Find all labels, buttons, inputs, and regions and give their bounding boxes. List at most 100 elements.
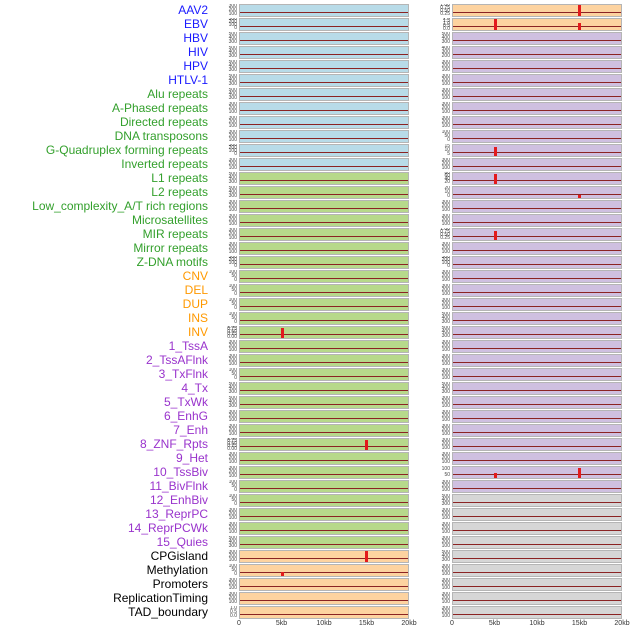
y-axis-ticks: 300 200 100 xyxy=(425,200,452,213)
mean-signal-line xyxy=(240,179,408,181)
column-gap xyxy=(409,18,425,31)
signal-strip xyxy=(239,549,409,563)
y-axis-ticks: 2.0 1.5 1.0 0.5 0.0 xyxy=(425,18,452,31)
y-axis-ticks: 500 400 300 xyxy=(212,396,239,409)
column-gap xyxy=(409,284,425,297)
row-label: DEL xyxy=(184,283,208,297)
row-label: TAD_boundary xyxy=(128,605,208,619)
y-tick-label: 200 xyxy=(441,524,450,531)
track-row: INV 1.00 0.75 0.50 0.25 0.00 500 400 300 xyxy=(0,325,630,339)
column-gap xyxy=(409,228,425,241)
mean-signal-line xyxy=(240,585,408,587)
y-axis-ticks: 300 200 100 0 xyxy=(425,256,452,269)
track-row: 9_Het 300 200 100 300 200 100 xyxy=(0,451,630,465)
y-axis-ticks: 300 200 100 xyxy=(212,508,239,521)
y-tick-label: 100 xyxy=(228,563,237,569)
signal-strip xyxy=(452,381,622,395)
track-row: Methylation 100 50 0 300 200 100 xyxy=(0,563,630,577)
y-tick-label: 200 xyxy=(441,76,450,83)
track-row: DEL 100 50 0 300 200 100 xyxy=(0,283,630,297)
y-tick-label: 400 xyxy=(228,384,237,391)
x-axis-left: 0 5kb 10kb 15kb 20kb xyxy=(237,618,417,630)
y-axis-ticks: 500 400 300 xyxy=(212,46,239,59)
row-label: Mirror repeats xyxy=(133,241,208,255)
track-row: 6_EnhG 300 200 100 300 200 100 xyxy=(0,409,630,423)
y-axis-ticks: 500 400 300 xyxy=(425,494,452,507)
y-axis-ticks: 300 200 100 xyxy=(212,116,239,129)
y-tick-label: 300 xyxy=(441,535,450,541)
mean-signal-line xyxy=(240,529,408,531)
y-tick-label: 500 xyxy=(228,535,237,541)
y-tick-label: 50 xyxy=(444,472,450,478)
signal-strip xyxy=(452,465,622,479)
signal-strip xyxy=(239,59,409,73)
y-tick-label: 300 xyxy=(228,157,237,163)
x-tick-label: 5kb xyxy=(275,620,288,627)
signal-strip xyxy=(452,591,622,605)
y-axis-ticks: 300 200 100 xyxy=(212,466,239,479)
y-tick-label: 200 xyxy=(441,510,450,517)
rows-container: AAV2 300 200 100 1.00 0.75 0.50 0.25 EBV 300 200 10… xyxy=(0,3,630,619)
x-tick-label: 0 xyxy=(450,620,454,627)
signal-strip xyxy=(239,591,409,605)
row-label: DUP xyxy=(182,297,208,311)
column-gap xyxy=(409,564,425,577)
y-tick-label: 1.0 xyxy=(443,20,450,27)
column-gap xyxy=(409,438,425,451)
y-tick-label: 300 xyxy=(441,577,450,583)
y-tick-label: 300 xyxy=(441,605,450,611)
y-tick-label: 0 xyxy=(234,319,237,325)
y-tick-label: 200 xyxy=(441,244,450,251)
y-tick-label: 0.50 xyxy=(440,232,450,238)
y-axis-ticks: 1.0 0.5 0.0 xyxy=(212,606,239,619)
y-tick-label: 1.5 xyxy=(443,18,450,25)
column-gap xyxy=(409,494,425,507)
signal-strip xyxy=(452,143,622,157)
y-axis-ticks: 100 50 0 xyxy=(212,270,239,283)
mean-signal-line xyxy=(453,515,621,517)
mean-signal-line xyxy=(240,473,408,475)
signal-strip xyxy=(239,185,409,199)
signal-strip xyxy=(239,157,409,171)
y-axis-ticks: 300 200 100 xyxy=(425,536,452,549)
y-tick-label: 50 xyxy=(231,482,237,489)
y-tick-label: 100 xyxy=(228,431,237,437)
y-tick-label: 200 xyxy=(228,594,237,601)
signal-strip xyxy=(239,87,409,101)
signal-strip xyxy=(239,577,409,591)
signal-strip xyxy=(452,87,622,101)
y-tick-label: 300 xyxy=(228,339,237,345)
row-label: A-Phased repeats xyxy=(111,101,208,115)
y-tick-label: 300 xyxy=(441,283,450,289)
row-label: HTLV-1 xyxy=(168,73,208,87)
row-label: Promoters xyxy=(152,577,208,591)
mean-signal-line xyxy=(453,445,621,447)
mean-signal-line xyxy=(453,11,621,13)
signal-strip xyxy=(239,563,409,577)
y-axis-ticks: 300 200 100 xyxy=(212,242,239,255)
mean-signal-line xyxy=(240,11,408,13)
track-row: HTLV-1 500 400 300 300 200 100 xyxy=(0,73,630,87)
track-row: 2_TssAFlnk 300 200 100 300 200 100 xyxy=(0,353,630,367)
track-row: 8_ZNF_Rpts 1.00 0.75 0.50 0.25 0.00 300 200 100 xyxy=(0,437,630,451)
y-tick-label: 300 xyxy=(441,269,450,275)
column-gap xyxy=(409,424,425,437)
y-tick-label: 100 xyxy=(441,67,450,73)
y-tick-label: 100 xyxy=(441,515,450,521)
y-tick-label: 100 xyxy=(441,543,450,549)
column-gap xyxy=(409,354,425,367)
y-tick-label: 200 xyxy=(441,594,450,601)
y-tick-label: 50 xyxy=(231,272,237,279)
row-label: 1_TssA xyxy=(168,339,208,353)
mean-signal-line xyxy=(240,123,408,125)
y-tick-label: 400 xyxy=(228,34,237,41)
column-gap xyxy=(409,74,425,87)
y-tick-label: 200 xyxy=(441,216,450,223)
y-axis-ticks: 100 50 0 xyxy=(212,368,239,381)
y-tick-label: 0 xyxy=(234,571,237,577)
row-label: CPGisland xyxy=(150,549,208,563)
y-tick-label: 0 xyxy=(234,487,237,493)
y-tick-label: 100 xyxy=(228,557,237,563)
signal-spike xyxy=(280,571,284,576)
y-tick-label: 300 xyxy=(228,451,237,457)
